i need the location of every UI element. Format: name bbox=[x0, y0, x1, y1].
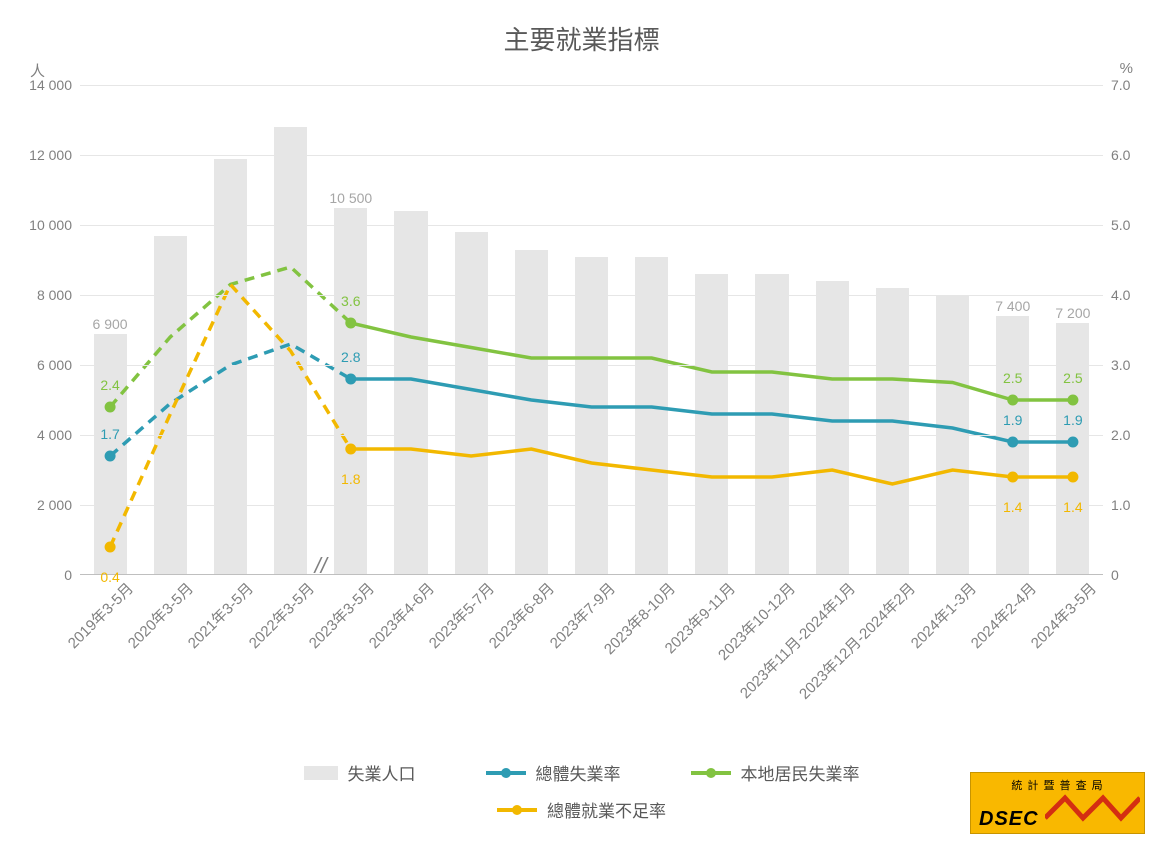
grid-line bbox=[80, 505, 1103, 506]
line-label: 1.4 bbox=[1063, 499, 1082, 515]
logo-zigzag-icon bbox=[1045, 793, 1140, 823]
y2-tick: 4.0 bbox=[1103, 287, 1130, 303]
line-label: 1.8 bbox=[341, 471, 360, 487]
y1-tick: 2 000 bbox=[37, 497, 80, 513]
x-tick-label: 2023年6-8月 bbox=[544, 578, 559, 593]
x-tick-label: 2019年3-5月 bbox=[123, 578, 138, 593]
series-line-dashed bbox=[110, 344, 351, 456]
y2-axis-label: % bbox=[1120, 60, 1133, 77]
series-marker bbox=[105, 542, 116, 553]
y2-tick: 7.0 bbox=[1103, 77, 1130, 93]
legend-item: 本地居民失業率 bbox=[691, 760, 860, 785]
grid-line bbox=[80, 85, 1103, 86]
series-marker bbox=[1007, 395, 1018, 406]
legend-label: 總體就業不足率 bbox=[547, 797, 666, 822]
legend-item: 總體失業率 bbox=[486, 760, 621, 785]
y1-tick: 4 000 bbox=[37, 427, 80, 443]
series-marker bbox=[105, 451, 116, 462]
y2-tick: 3.0 bbox=[1103, 357, 1130, 373]
legend-label: 失業人口 bbox=[348, 760, 416, 785]
line-label: 1.7 bbox=[100, 426, 119, 442]
legend-item: 總體就業不足率 bbox=[497, 797, 666, 822]
legend-label: 本地居民失業率 bbox=[741, 760, 860, 785]
series-marker bbox=[1007, 437, 1018, 448]
x-axis-baseline bbox=[80, 574, 1103, 575]
grid-line bbox=[80, 435, 1103, 436]
line-label: 0.4 bbox=[100, 569, 119, 585]
series-marker bbox=[345, 444, 356, 455]
y1-tick: 0 bbox=[64, 567, 80, 583]
grid-line bbox=[80, 225, 1103, 226]
series-line bbox=[351, 379, 1073, 442]
line-label: 2.5 bbox=[1003, 370, 1022, 386]
x-tick-label: 2024年2-4月 bbox=[1026, 578, 1041, 593]
chart-container: 主要就業指標 人 % 02 0004 0006 0008 00010 00012… bbox=[0, 0, 1163, 852]
y2-tick: 1.0 bbox=[1103, 497, 1130, 513]
logo-top-text: 統 計 暨 普 查 局 bbox=[971, 777, 1144, 793]
x-tick-label: 2023年7-9月 bbox=[604, 578, 619, 593]
bar-label: 7 400 bbox=[995, 298, 1030, 314]
x-tick-label: 2023年9-11月 bbox=[725, 578, 740, 593]
legend: 失業人口 總體失業率 本地居民失業率總體就業不足率 bbox=[212, 760, 952, 822]
legend-swatch-line bbox=[497, 808, 537, 812]
x-tick-label: 2022年3-5月 bbox=[303, 578, 318, 593]
y2-tick: 5.0 bbox=[1103, 217, 1130, 233]
line-label: 2.4 bbox=[100, 377, 119, 393]
line-label: 1.9 bbox=[1003, 412, 1022, 428]
y1-tick: 10 000 bbox=[29, 217, 80, 233]
x-tick-label: 2023年5-7月 bbox=[484, 578, 499, 593]
series-line-dashed bbox=[110, 267, 351, 407]
bar-label: 7 200 bbox=[1055, 305, 1090, 321]
series-line-dashed bbox=[110, 285, 351, 548]
line-label: 3.6 bbox=[341, 293, 360, 309]
series-marker bbox=[345, 374, 356, 385]
grid-line bbox=[80, 155, 1103, 156]
axis-break-icon: // bbox=[315, 553, 327, 579]
legend-swatch-line bbox=[691, 771, 731, 775]
series-line bbox=[351, 449, 1073, 484]
bar-label: 10 500 bbox=[329, 190, 372, 206]
x-tick-label: 2020年3-5月 bbox=[183, 578, 198, 593]
line-label: 2.8 bbox=[341, 349, 360, 365]
legend-swatch-bar bbox=[304, 766, 338, 780]
x-tick-label: 2024年3-5月 bbox=[1086, 578, 1101, 593]
chart-title: 主要就業指標 bbox=[0, 20, 1163, 57]
y1-tick: 6 000 bbox=[37, 357, 80, 373]
series-marker bbox=[1007, 472, 1018, 483]
x-tick-label: 2023年8-10月 bbox=[665, 578, 680, 593]
legend-label: 總體失業率 bbox=[536, 760, 621, 785]
line-label: 2.5 bbox=[1063, 370, 1082, 386]
dsec-logo: 統 計 暨 普 查 局 DSEC bbox=[970, 772, 1145, 834]
x-tick-label: 2024年1-3月 bbox=[965, 578, 980, 593]
legend-swatch-line bbox=[486, 771, 526, 775]
x-tick-label: 2023年10-12月 bbox=[785, 578, 800, 593]
plot-area: 02 0004 0006 0008 00010 00012 00014 0000… bbox=[80, 85, 1103, 575]
grid-line bbox=[80, 365, 1103, 366]
series-marker bbox=[105, 402, 116, 413]
logo-main-text: DSEC bbox=[979, 808, 1039, 831]
series-marker bbox=[1067, 437, 1078, 448]
line-label: 1.9 bbox=[1063, 412, 1082, 428]
x-tick-label: 2023年12月-2024年2月 bbox=[905, 578, 920, 593]
lines-layer bbox=[80, 85, 1103, 575]
series-marker bbox=[1067, 472, 1078, 483]
y2-tick: 6.0 bbox=[1103, 147, 1130, 163]
y1-tick: 14 000 bbox=[29, 77, 80, 93]
series-marker bbox=[1067, 395, 1078, 406]
series-marker bbox=[345, 318, 356, 329]
line-label: 1.4 bbox=[1003, 499, 1022, 515]
grid-line bbox=[80, 295, 1103, 296]
x-tick-label: 2023年4-6月 bbox=[424, 578, 439, 593]
y1-tick: 12 000 bbox=[29, 147, 80, 163]
y2-tick: 2.0 bbox=[1103, 427, 1130, 443]
bar-label: 6 900 bbox=[93, 316, 128, 332]
x-tick-label: 2023年11月-2024年1月 bbox=[845, 578, 860, 593]
x-tick-label: 2021年3-5月 bbox=[243, 578, 258, 593]
y1-tick: 8 000 bbox=[37, 287, 80, 303]
y2-tick: 0 bbox=[1103, 567, 1119, 583]
x-tick-label: 2023年3-5月 bbox=[364, 578, 379, 593]
legend-item: 失業人口 bbox=[304, 760, 416, 785]
